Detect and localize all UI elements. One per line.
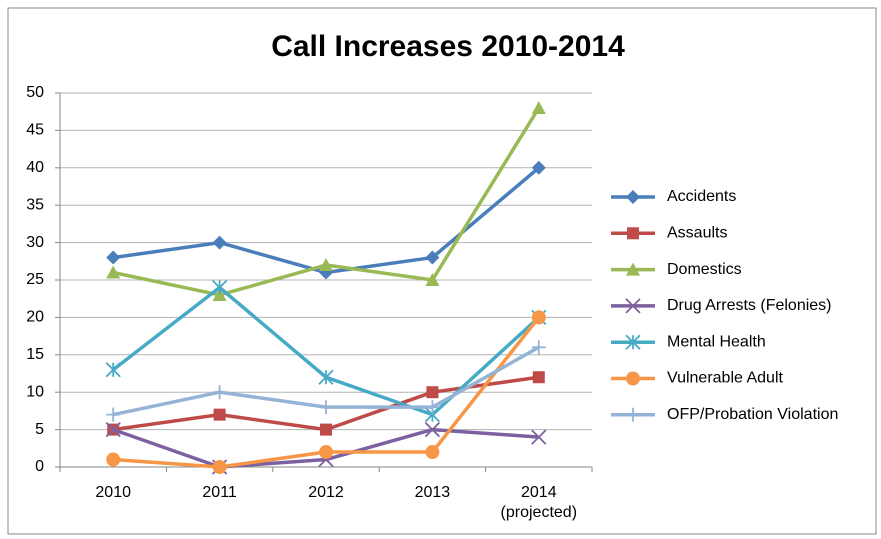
marker <box>625 334 641 350</box>
marker <box>318 369 334 385</box>
y-tick-label: 35 <box>26 196 44 213</box>
marker <box>106 407 121 422</box>
marker <box>531 429 547 445</box>
x-tick-label: 2012 <box>308 484 344 501</box>
marker <box>106 265 121 279</box>
marker <box>626 407 640 422</box>
y-tick-label: 20 <box>26 309 44 326</box>
y-tick-label: 0 <box>35 458 44 475</box>
legend-label: Assaults <box>667 225 727 242</box>
y-tick-label: 15 <box>26 346 44 363</box>
marker <box>625 298 641 314</box>
marker <box>626 371 640 386</box>
marker <box>532 371 545 384</box>
chart-border <box>7 7 877 535</box>
legend-label: Domestics <box>667 261 742 278</box>
marker <box>531 340 546 355</box>
y-tick-label: 25 <box>26 271 44 288</box>
marker <box>424 421 441 438</box>
y-tick-label: 10 <box>26 383 44 400</box>
marker <box>425 273 440 286</box>
marker <box>212 235 227 250</box>
marker <box>212 385 227 400</box>
marker <box>212 460 227 474</box>
legend-label: Drug Arrests (Felonies) <box>667 297 832 314</box>
x-tick-label: 2010 <box>95 484 131 501</box>
y-tick-label: 40 <box>26 159 44 176</box>
marker <box>211 279 228 296</box>
marker <box>319 258 333 272</box>
marker <box>627 227 639 240</box>
legend-label: Vulnerable Adult <box>667 370 783 387</box>
marker <box>319 400 333 415</box>
marker <box>319 445 333 460</box>
y-tick-label: 45 <box>26 122 44 139</box>
marker <box>626 262 640 276</box>
marker <box>106 452 121 467</box>
marker <box>531 100 546 114</box>
legend-label: Accidents <box>667 188 736 205</box>
marker <box>426 386 439 399</box>
marker <box>531 160 546 175</box>
legend-label: Mental Health <box>667 333 766 350</box>
chart-title: Call Increases 2010-2014 <box>271 30 625 63</box>
marker <box>531 310 546 325</box>
marker <box>105 362 121 378</box>
marker <box>626 190 640 204</box>
y-tick-label: 50 <box>26 84 44 101</box>
y-tick-label: 5 <box>35 421 44 438</box>
marker <box>105 421 121 438</box>
marker <box>425 250 440 265</box>
x-tick-label: 2013 <box>414 484 451 501</box>
marker <box>106 250 121 265</box>
y-tick-label: 30 <box>26 234 44 251</box>
marker <box>320 423 332 436</box>
legend-label: OFP/Probation Violation <box>667 406 838 423</box>
x-tick-label: 2011 <box>202 484 237 501</box>
marker <box>425 445 440 460</box>
marker <box>425 400 440 415</box>
x-tick-label: 2014 (projected) <box>500 484 578 521</box>
marker <box>213 408 226 421</box>
